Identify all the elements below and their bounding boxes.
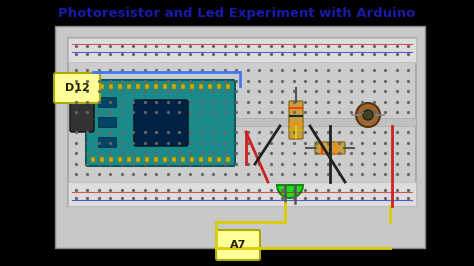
Bar (68, 182, 416, 206)
FancyBboxPatch shape (216, 230, 260, 260)
Bar (100, 157, 104, 162)
Bar (154, 157, 158, 162)
Bar (68, 38, 416, 62)
Bar (172, 84, 176, 89)
Circle shape (356, 103, 380, 127)
Bar (190, 84, 194, 89)
FancyBboxPatch shape (86, 80, 235, 166)
Bar (127, 157, 131, 162)
Bar (68, 118, 416, 126)
Bar (181, 157, 185, 162)
Bar (190, 157, 194, 162)
Bar (98, 97, 116, 107)
Text: Photoresistor and Led Experiment with Arduino: Photoresistor and Led Experiment with Ar… (58, 7, 416, 20)
Bar (98, 137, 116, 147)
FancyBboxPatch shape (134, 100, 188, 146)
Bar (199, 157, 203, 162)
Bar (145, 157, 149, 162)
Bar (163, 84, 167, 89)
Bar (109, 84, 113, 89)
Bar (199, 84, 203, 89)
Bar (136, 84, 140, 89)
Bar (118, 157, 122, 162)
Bar (226, 84, 230, 89)
Bar (91, 84, 95, 89)
FancyBboxPatch shape (289, 101, 303, 139)
Bar (91, 157, 95, 162)
Bar (68, 38, 416, 206)
Bar (217, 157, 221, 162)
Bar (208, 84, 212, 89)
Bar (55, 26, 425, 248)
Bar (226, 157, 230, 162)
Bar (181, 84, 185, 89)
Bar (163, 157, 167, 162)
Bar (98, 117, 116, 127)
FancyBboxPatch shape (315, 142, 345, 154)
FancyBboxPatch shape (70, 98, 94, 132)
Bar (118, 84, 122, 89)
Bar (217, 84, 221, 89)
Bar (100, 84, 104, 89)
Circle shape (363, 110, 373, 120)
Bar (127, 84, 131, 89)
Bar (172, 157, 176, 162)
Bar (145, 84, 149, 89)
FancyBboxPatch shape (54, 73, 100, 103)
Bar (208, 157, 212, 162)
Bar (154, 84, 158, 89)
Text: A7: A7 (230, 240, 246, 250)
Bar (109, 157, 113, 162)
Text: D12: D12 (64, 83, 90, 93)
Wedge shape (277, 185, 303, 198)
Bar (136, 157, 140, 162)
